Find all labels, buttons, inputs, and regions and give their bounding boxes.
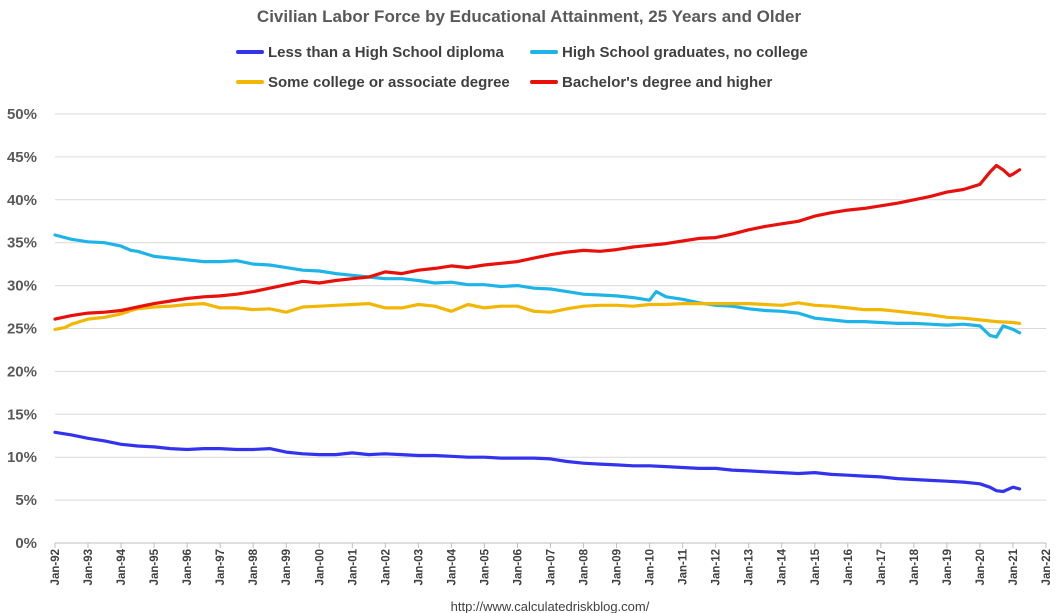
x-tick-label: Jan-18 xyxy=(909,548,921,585)
y-tick-label: 20% xyxy=(7,363,37,380)
x-tick-label: Jan-12 xyxy=(711,549,723,585)
x-tick-label: Jan-22 xyxy=(1041,549,1053,585)
x-tick-label: Jan-97 xyxy=(215,549,227,585)
x-tick-label: Jan-09 xyxy=(612,549,624,585)
y-tick-label: 50% xyxy=(7,106,37,123)
x-tick-label: Jan-00 xyxy=(314,549,326,585)
legend: Less than a High School diploma High Sch… xyxy=(236,44,808,91)
x-tick-label: Jan-10 xyxy=(645,549,657,585)
x-tick-label: Jan-99 xyxy=(281,549,293,585)
legend-label-less-than-hs: Less than a High School diploma xyxy=(268,44,505,61)
x-tick-label: Jan-19 xyxy=(942,549,954,585)
y-tick-label: 45% xyxy=(7,149,37,166)
y-tick-label: 40% xyxy=(7,192,37,209)
x-tick-label: Jan-98 xyxy=(248,548,260,585)
gridlines xyxy=(55,113,1046,501)
y-tick-label: 25% xyxy=(7,321,37,338)
x-tick-label: Jan-05 xyxy=(479,548,491,585)
x-tick-label: Jan-15 xyxy=(810,548,822,585)
x-tick-label: Jan-07 xyxy=(546,549,558,585)
x-tick-label: Jan-96 xyxy=(182,549,194,585)
x-tick-label: Jan-04 xyxy=(446,548,458,585)
legend-label-some-college: Some college or associate degree xyxy=(268,74,510,91)
legend-label-bachelors: Bachelor's degree and higher xyxy=(562,74,772,91)
x-tick-label: Jan-20 xyxy=(975,549,987,585)
x-tick-label: Jan-94 xyxy=(116,548,128,585)
y-tick-label: 30% xyxy=(7,278,37,295)
y-tick-label: 5% xyxy=(15,492,37,509)
x-tick-label: Jan-01 xyxy=(347,548,359,585)
x-tick-label: Jan-14 xyxy=(777,548,789,585)
x-tick-label: Jan-92 xyxy=(50,549,62,585)
x-tick-label: Jan-93 xyxy=(83,549,95,585)
y-tick-label: 0% xyxy=(15,535,37,552)
x-tick-label: Jan-11 xyxy=(678,548,690,584)
source-url[interactable]: http://www.calculatedriskblog.com/ xyxy=(451,599,650,613)
series-line-some-college xyxy=(53,301,1022,331)
x-tick-label: Jan-17 xyxy=(876,549,888,585)
y-axis: 0% 5% 10% 15% 20% 25% 30% 35% 40% 45% 50% xyxy=(7,106,37,552)
x-tick-label: Jan-03 xyxy=(413,549,425,585)
legend-item-some-college[interactable]: Some college or associate degree xyxy=(236,74,510,91)
x-tick-label: Jan-08 xyxy=(579,548,591,585)
x-tick-label: Jan-06 xyxy=(512,549,524,585)
series-line-bachelors xyxy=(53,163,1022,321)
x-tick-label: Jan-95 xyxy=(149,548,161,585)
x-axis: Jan-92 Jan-93 Jan-94 Jan-95 Jan-96 Jan-97 Jan-… xyxy=(50,542,1053,585)
series-line-hs-graduates xyxy=(53,233,1022,339)
legend-item-bachelors[interactable]: Bachelor's degree and higher xyxy=(530,74,772,91)
x-tick-label: Jan-13 xyxy=(744,549,756,585)
series-line-less-than-hs xyxy=(53,430,1022,494)
y-tick-label: 15% xyxy=(7,406,37,423)
x-tick-label: Jan-02 xyxy=(380,549,392,585)
y-tick-label: 35% xyxy=(7,235,37,252)
series-lines xyxy=(53,163,1022,494)
x-tick-label: Jan-21 xyxy=(1008,548,1020,585)
chart-title: Civilian Labor Force by Educational Atta… xyxy=(257,7,802,26)
legend-item-less-than-hs[interactable]: Less than a High School diploma xyxy=(236,44,505,61)
y-tick-label: 10% xyxy=(7,449,37,466)
legend-item-hs-graduates[interactable]: High School graduates, no college xyxy=(530,44,808,61)
legend-label-hs-graduates: High School graduates, no college xyxy=(562,44,808,61)
x-tick-label: Jan-16 xyxy=(843,549,855,585)
